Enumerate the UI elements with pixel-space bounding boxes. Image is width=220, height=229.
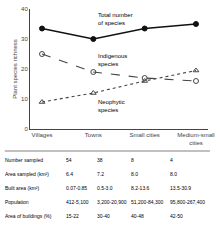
svg-text:51,200-84,300: 51,200-84,300 — [131, 199, 163, 205]
svg-text:Towns: Towns — [85, 132, 102, 138]
svg-text:0: 0 — [24, 126, 28, 132]
svg-text:Total numberof species: Total numberof species — [98, 12, 133, 26]
svg-text:15-22: 15-22 — [66, 213, 79, 219]
svg-text:0.07-0.85: 0.07-0.85 — [66, 185, 87, 191]
svg-text:3,200-20,900: 3,200-20,900 — [97, 199, 127, 205]
svg-text:Indigenousspecies: Indigenousspecies — [98, 53, 127, 67]
svg-text:95,800-267,400: 95,800-267,400 — [170, 199, 205, 205]
svg-text:10: 10 — [21, 96, 28, 102]
svg-text:8: 8 — [131, 157, 134, 163]
svg-text:7.2: 7.2 — [97, 171, 104, 177]
svg-text:40: 40 — [21, 6, 28, 12]
svg-text:38: 38 — [97, 157, 103, 163]
svg-text:8.2-13.6: 8.2-13.6 — [131, 185, 150, 191]
svg-text:20: 20 — [21, 66, 28, 72]
svg-text:30-40: 30-40 — [97, 213, 110, 219]
svg-text:8.0: 8.0 — [170, 171, 177, 177]
svg-text:Medium-smallcities: Medium-smallcities — [177, 132, 214, 146]
svg-text:Villages: Villages — [32, 132, 53, 138]
svg-text:Plant species richness: Plant species richness — [12, 39, 18, 99]
svg-text:412-5,100: 412-5,100 — [66, 199, 89, 205]
svg-text:0.5-3.0: 0.5-3.0 — [97, 185, 113, 191]
svg-text:Population: Population — [5, 199, 29, 205]
svg-text:6.4: 6.4 — [66, 171, 73, 177]
svg-text:Number sampled: Number sampled — [5, 157, 43, 163]
svg-text:Neophyticspecies: Neophyticspecies — [98, 99, 125, 113]
svg-text:40-48: 40-48 — [131, 213, 144, 219]
svg-text:54: 54 — [66, 157, 72, 163]
svg-text:8.0: 8.0 — [131, 171, 138, 177]
svg-text:13.5-30.9: 13.5-30.9 — [170, 185, 191, 191]
svg-text:42-50: 42-50 — [170, 213, 183, 219]
svg-text:30: 30 — [21, 36, 28, 42]
svg-text:Built area (km²): Built area (km²) — [5, 185, 40, 191]
svg-text:4: 4 — [170, 157, 173, 163]
svg-text:Area of buildings (%): Area of buildings (%) — [5, 213, 52, 219]
svg-text:Small cities: Small cities — [129, 132, 159, 138]
svg-text:Area sampled (km²): Area sampled (km²) — [5, 171, 49, 177]
